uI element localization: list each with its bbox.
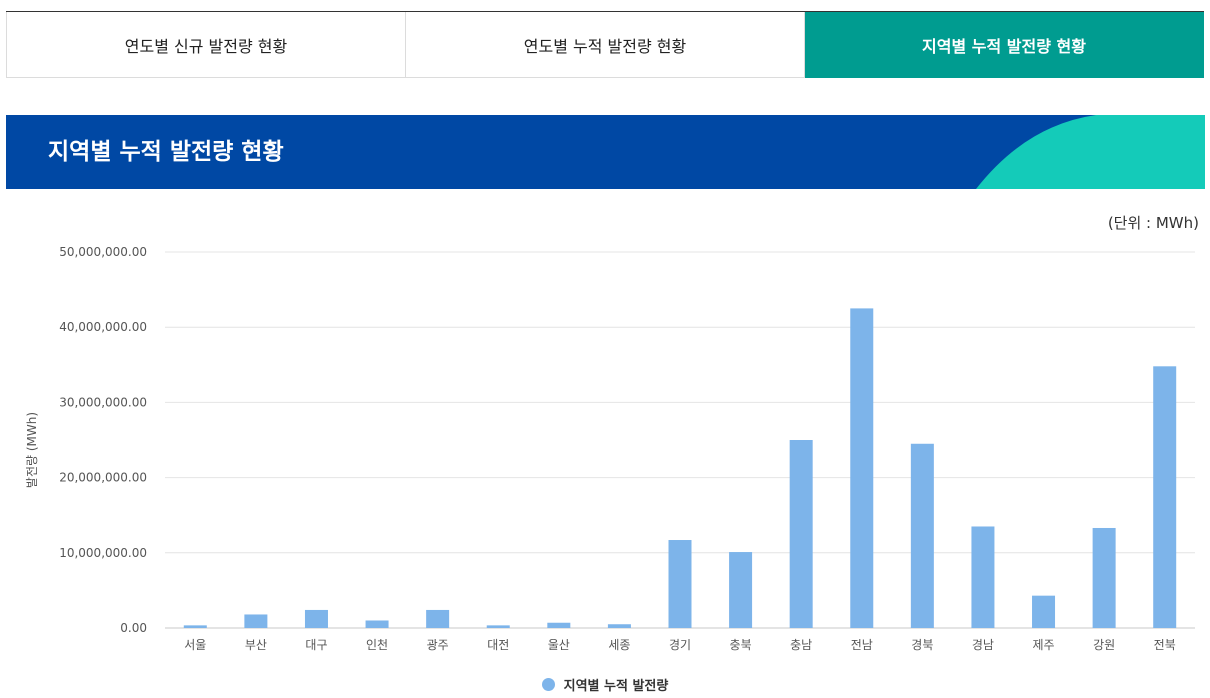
y-tick-label: 10,000,000.00: [59, 546, 147, 560]
x-tick-label: 전남: [851, 638, 873, 652]
bar[interactable]: [1092, 527, 1116, 628]
bar[interactable]: [729, 552, 753, 628]
x-tick-label: 경기: [669, 638, 691, 652]
x-axis-labels: 서울 부산 대구 인천 광주 대전 울산 세종 경기 충북 충남 전남 경북 경남 제주 강원 전북: [184, 637, 1176, 652]
bar[interactable]: [607, 624, 631, 628]
x-tick-label: 경남: [972, 638, 994, 652]
y-axis-ticks: 0.00 10,000,000.00 20,000,000.00 30,000,000…: [59, 245, 147, 635]
bar[interactable]: [486, 625, 510, 628]
bar[interactable]: [244, 614, 268, 628]
x-tick-label: 인천: [366, 637, 388, 652]
y-tick-label: 0.00: [120, 621, 147, 635]
tab-bar: 연도별 신규 발전량 현황 연도별 누적 발전량 현황 지역별 누적 발전량 현…: [6, 11, 1204, 78]
section-banner: 지역별 누적 발전량 현황: [6, 115, 1205, 189]
y-tick-label: 30,000,000.00: [59, 395, 147, 409]
x-tick-label: 울산: [548, 638, 570, 652]
x-tick-label: 강원: [1093, 638, 1115, 652]
bar[interactable]: [183, 625, 207, 628]
y-axis-title: 발전량 (MWh): [25, 412, 39, 488]
chart-bars: [183, 308, 1177, 628]
y-tick-label: 40,000,000.00: [59, 320, 147, 334]
bar[interactable]: [1032, 595, 1056, 628]
chart-legend: 지역별 누적 발전량: [0, 675, 1210, 694]
tab-regional-cumulative-generation[interactable]: 지역별 누적 발전량 현황: [805, 12, 1204, 78]
unit-label: (단위 : MWh): [1107, 214, 1199, 232]
bar[interactable]: [1153, 366, 1177, 628]
bar[interactable]: [910, 443, 934, 628]
y-tick-label: 50,000,000.00: [59, 245, 147, 259]
x-tick-label: 서울: [184, 638, 206, 652]
bar[interactable]: [850, 308, 874, 628]
bar[interactable]: [365, 620, 389, 628]
x-tick-label: 부산: [245, 638, 267, 652]
banner-accent-shape: [976, 115, 1205, 189]
bar[interactable]: [668, 540, 692, 628]
x-tick-label: 광주: [427, 638, 449, 652]
x-tick-label: 제주: [1032, 638, 1054, 652]
x-tick-label: 충남: [790, 638, 812, 652]
x-tick-label: 충북: [730, 638, 752, 652]
x-tick-label: 세종: [608, 638, 630, 652]
legend-swatch[interactable]: [541, 678, 555, 691]
x-tick-label: 대전: [487, 638, 509, 652]
section-title: 지역별 누적 발전량 현황: [48, 139, 284, 165]
tab-yearly-new-generation[interactable]: 연도별 신규 발전량 현황: [6, 12, 406, 78]
tab-yearly-cumulative-generation[interactable]: 연도별 누적 발전량 현황: [406, 12, 805, 78]
bar[interactable]: [971, 526, 995, 628]
bar[interactable]: [547, 622, 571, 628]
x-tick-label: 경북: [911, 638, 933, 652]
x-tick-label: 대구: [305, 638, 327, 652]
x-tick-label: 전북: [1154, 638, 1176, 652]
bar-chart: 0.00 10,000,000.00 20,000,000.00 30,000,000…: [25, 245, 1195, 652]
legend-label[interactable]: 지역별 누적 발전량: [563, 679, 669, 694]
bar[interactable]: [426, 609, 450, 628]
y-tick-label: 20,000,000.00: [59, 471, 147, 485]
bar[interactable]: [789, 440, 813, 628]
bar[interactable]: [304, 609, 328, 628]
